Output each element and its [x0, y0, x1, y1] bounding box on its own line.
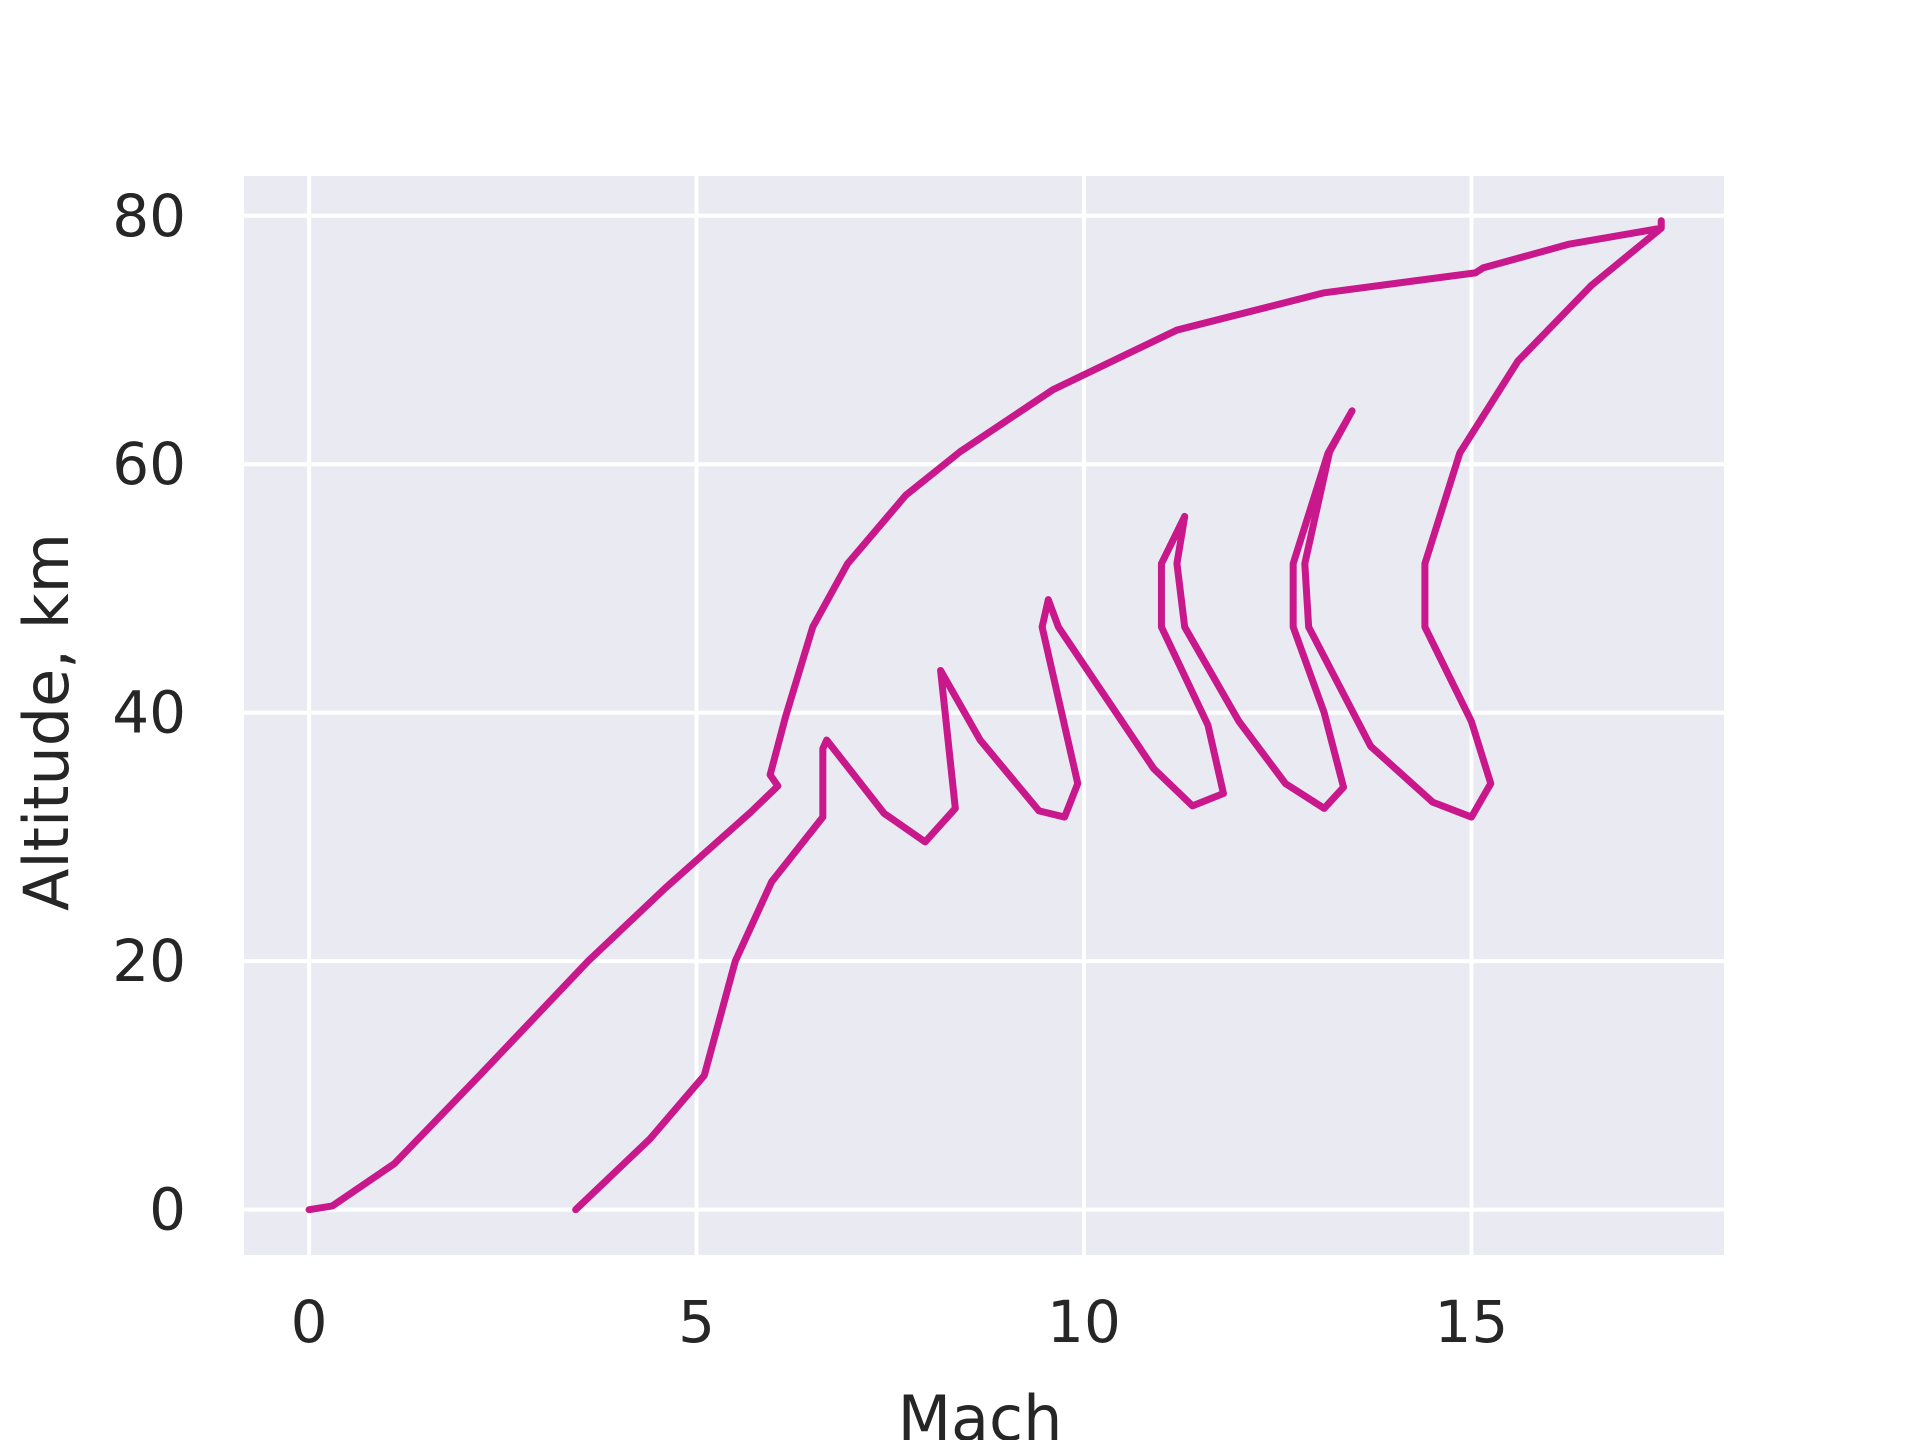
x-tick-label: 10: [1047, 1288, 1121, 1356]
data-line: [305, 217, 1665, 1214]
x-tick-label: 5: [678, 1288, 715, 1356]
y-tick-label: 40: [112, 679, 186, 747]
plot-background: [244, 176, 1724, 1255]
y-tick-label: 0: [149, 1176, 186, 1244]
y-axis-label: Altitude, km: [10, 533, 83, 911]
x-axis-label: Mach: [898, 1382, 1063, 1440]
y-tick-label: 80: [112, 182, 186, 250]
y-tick-label: 20: [112, 927, 186, 995]
x-tick-label: 0: [291, 1288, 328, 1356]
y-tick-label: 60: [112, 430, 186, 498]
x-tick-label: 15: [1434, 1288, 1508, 1356]
